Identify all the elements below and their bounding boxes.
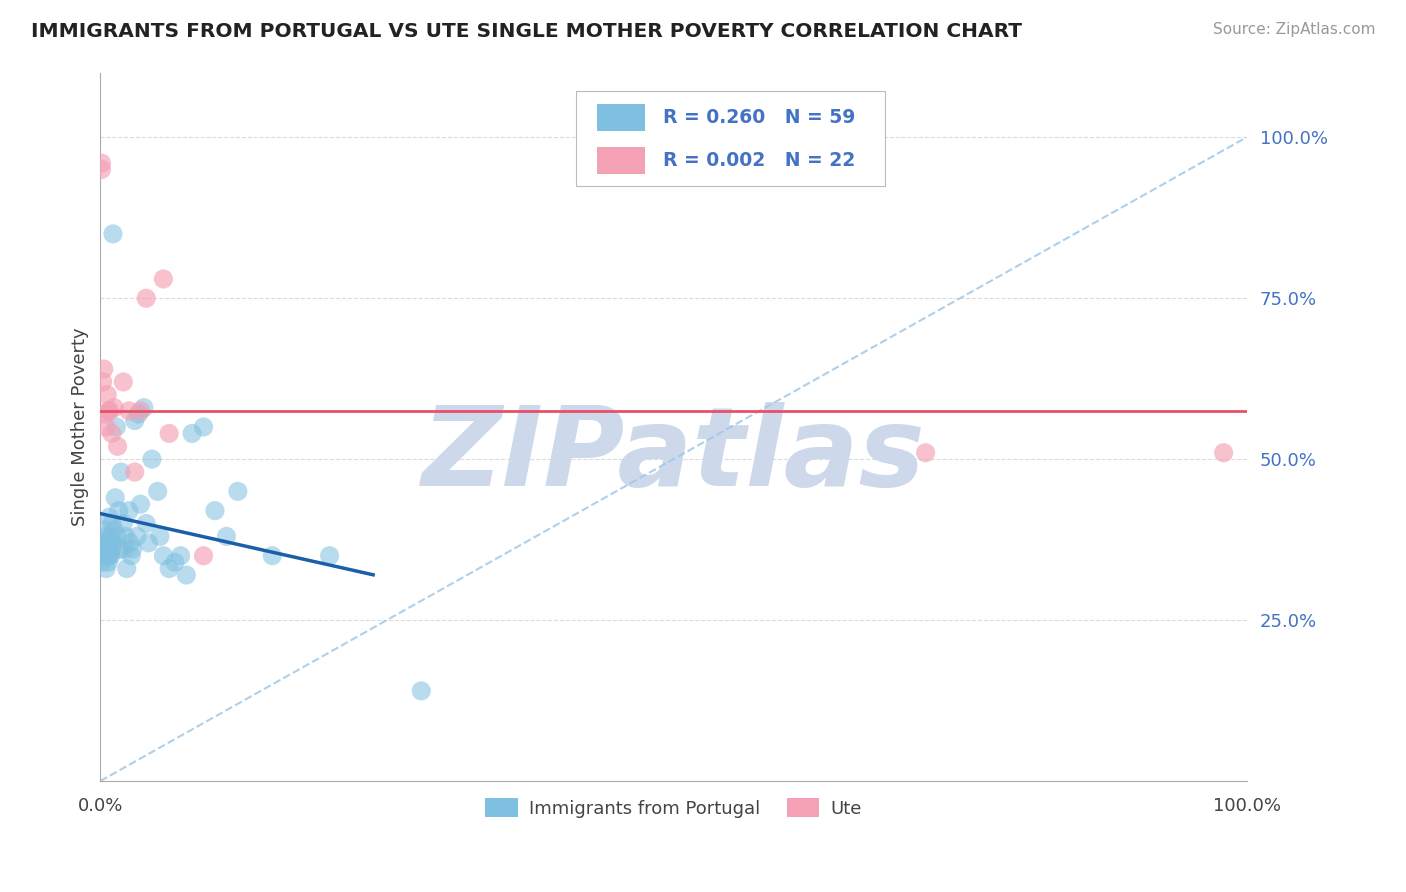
FancyBboxPatch shape — [596, 146, 645, 174]
Point — [318, 549, 340, 563]
Point — [97, 404, 120, 418]
Point — [107, 503, 129, 517]
Point — [169, 549, 191, 563]
Text: R = 0.002   N = 22: R = 0.002 N = 22 — [664, 151, 855, 169]
Point — [96, 549, 118, 563]
Point — [101, 536, 124, 550]
Point — [124, 413, 146, 427]
Point — [90, 162, 112, 177]
Point — [91, 555, 114, 569]
Point — [112, 516, 135, 531]
FancyBboxPatch shape — [576, 91, 886, 186]
Point — [157, 426, 180, 441]
Point — [132, 401, 155, 415]
Point — [101, 227, 124, 241]
Point — [97, 542, 120, 557]
Point — [215, 529, 238, 543]
Point — [262, 549, 284, 563]
Point — [118, 404, 141, 418]
Point — [94, 407, 117, 421]
Point — [107, 439, 129, 453]
Point — [104, 491, 127, 505]
Point — [129, 497, 152, 511]
Point — [204, 503, 226, 517]
Point — [105, 420, 128, 434]
Point — [94, 420, 117, 434]
Point — [110, 465, 132, 479]
Point — [90, 156, 112, 170]
Point — [90, 542, 112, 557]
Point — [193, 420, 215, 434]
Point — [98, 510, 121, 524]
Text: R = 0.260   N = 59: R = 0.260 N = 59 — [664, 108, 855, 127]
Point — [96, 536, 118, 550]
Point — [135, 291, 157, 305]
Y-axis label: Single Mother Poverty: Single Mother Poverty — [72, 327, 89, 526]
Point — [124, 465, 146, 479]
Point — [98, 404, 121, 418]
Point — [93, 536, 115, 550]
Legend: Immigrants from Portugal, Ute: Immigrants from Portugal, Ute — [478, 791, 869, 825]
Point — [120, 549, 142, 563]
Point — [135, 516, 157, 531]
Point — [127, 407, 149, 421]
Point — [115, 561, 138, 575]
Point — [93, 362, 115, 376]
Point — [103, 401, 125, 415]
Point — [97, 555, 120, 569]
Point — [94, 529, 117, 543]
Point — [100, 549, 122, 563]
Point — [226, 484, 249, 499]
Point — [98, 549, 121, 563]
Point — [101, 516, 124, 531]
Text: ZIPatlas: ZIPatlas — [422, 401, 925, 508]
Point — [94, 549, 117, 563]
Point — [181, 426, 204, 441]
Point — [112, 375, 135, 389]
FancyBboxPatch shape — [596, 104, 645, 131]
Point — [107, 529, 129, 543]
Point — [94, 523, 117, 537]
Point — [120, 536, 142, 550]
Point — [112, 542, 135, 557]
Text: IMMIGRANTS FROM PORTUGAL VS UTE SINGLE MOTHER POVERTY CORRELATION CHART: IMMIGRANTS FROM PORTUGAL VS UTE SINGLE M… — [31, 22, 1022, 41]
Point — [141, 452, 163, 467]
Point — [108, 542, 131, 557]
Point — [114, 529, 136, 543]
Point — [146, 484, 169, 499]
Point — [163, 555, 186, 569]
Point — [157, 561, 180, 575]
Point — [914, 446, 936, 460]
Point — [1212, 446, 1234, 460]
Point — [103, 523, 125, 537]
Point — [96, 388, 118, 402]
Point — [93, 549, 115, 563]
Point — [94, 561, 117, 575]
Point — [411, 684, 433, 698]
Point — [101, 426, 124, 441]
Point — [152, 549, 174, 563]
Point — [129, 404, 152, 418]
Point — [138, 536, 160, 550]
Point — [152, 272, 174, 286]
Point — [176, 568, 198, 582]
Point — [94, 542, 117, 557]
Point — [149, 529, 172, 543]
Point — [193, 549, 215, 563]
Point — [121, 542, 143, 557]
Point — [91, 375, 114, 389]
Point — [125, 529, 148, 543]
Point — [100, 529, 122, 543]
Point — [101, 542, 124, 557]
Text: Source: ZipAtlas.com: Source: ZipAtlas.com — [1212, 22, 1375, 37]
Point — [118, 503, 141, 517]
